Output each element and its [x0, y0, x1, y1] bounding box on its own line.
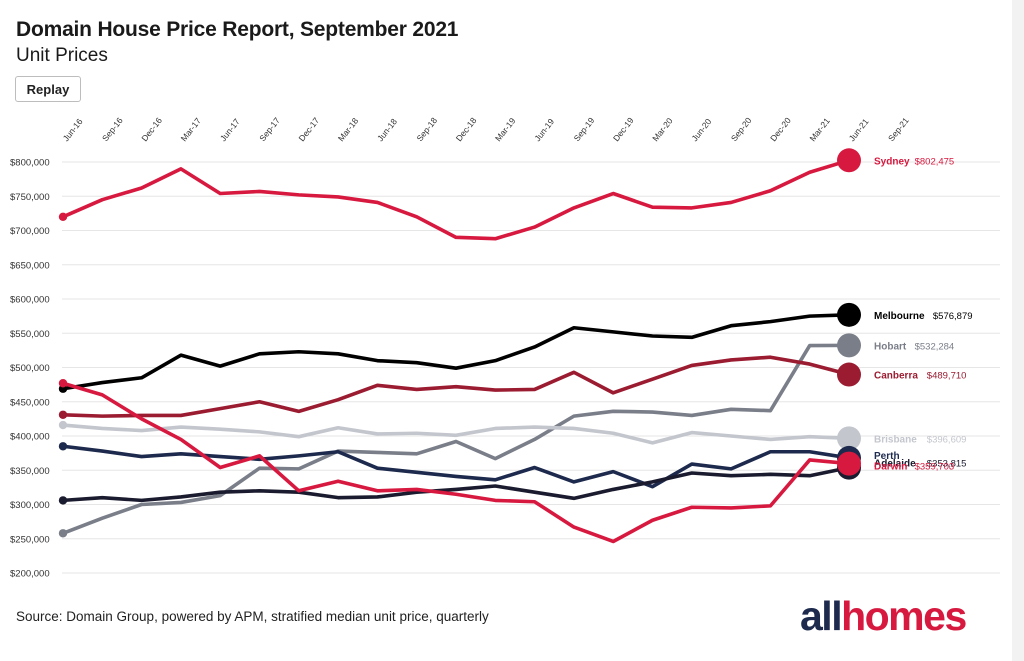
- series-end-name-hobart: Hobart: [874, 341, 907, 352]
- x-tick-label: Jun-16: [61, 116, 85, 143]
- line-chart: $200,000 $250,000 $300,000 $350,000 $400,000…: [10, 115, 1000, 580]
- x-tick-label: Mar-21: [807, 116, 832, 144]
- x-tick-label: Mar-18: [336, 116, 361, 144]
- series-end-value-adelaide: $353,815: [927, 459, 967, 470]
- x-tick-label: Dec-20: [768, 115, 793, 143]
- series-line-hobart: [61, 343, 851, 536]
- series-end-marker-canberra: [837, 362, 861, 387]
- y-tick-label: $400,000: [10, 432, 50, 443]
- series-end-value-melbourne: $576,879: [933, 311, 973, 322]
- series-start-point-sydney: [58, 212, 68, 221]
- series-start-point-adelaide: [58, 496, 68, 505]
- series-start-point-hobart: [58, 529, 68, 538]
- x-tick-label: Sep-18: [414, 115, 439, 143]
- x-tick-label: Mar-20: [650, 116, 675, 144]
- x-tick-label: Dec-18: [454, 115, 479, 143]
- x-tick-label: Sep-19: [572, 115, 597, 143]
- series-end-name-melbourne: Melbourne: [874, 311, 925, 322]
- series-line-melbourne: [61, 313, 851, 391]
- series-end-marker-melbourne: [837, 302, 861, 327]
- series-start-point-canberra: [58, 410, 68, 419]
- y-tick-label: $200,000: [10, 569, 50, 580]
- y-tick-label: $700,000: [10, 226, 50, 237]
- x-tick-label: Sep-16: [100, 115, 125, 143]
- y-tick-label: $800,000: [10, 158, 50, 169]
- series-line-perth: [61, 444, 851, 489]
- y-tick-label: $750,000: [10, 192, 50, 203]
- series-end-name-perth: Perth: [874, 451, 900, 462]
- x-tick-label: Dec-16: [139, 115, 164, 143]
- y-tick-label: $450,000: [10, 397, 50, 408]
- series-line-canberra: [61, 355, 851, 418]
- series-end-marker-darwin: [837, 451, 861, 476]
- series-end-name-adelaide: Adelaide: [874, 459, 916, 470]
- series-end-value-canberra: $489,710: [927, 371, 967, 382]
- series-line-darwin: [61, 381, 851, 544]
- series-line-brisbane: [61, 423, 851, 445]
- x-tick-label: Dec-19: [611, 115, 636, 143]
- y-tick-label: $550,000: [10, 329, 50, 340]
- x-tick-label: Jun-20: [689, 116, 713, 143]
- x-tick-label: Mar-17: [179, 116, 204, 144]
- series-end-value-brisbane: $396,609: [927, 434, 967, 445]
- series-start-point-perth: [58, 442, 68, 451]
- replay-button[interactable]: Replay: [15, 76, 81, 102]
- logo-homes-text: homes: [841, 593, 967, 639]
- x-tick-label: Dec-17: [296, 115, 321, 143]
- y-tick-label: $650,000: [10, 260, 50, 271]
- series-line-adelaide: [61, 465, 851, 503]
- x-tick-label: Sep-21: [886, 115, 911, 143]
- series-end-value-darwin: $359,703: [915, 462, 955, 473]
- y-tick-label: $250,000: [10, 534, 50, 545]
- x-tick-label: Mar-19: [493, 116, 518, 144]
- series-end-value-hobart: $532,284: [915, 341, 955, 352]
- series-end-value-sydney: $802,475: [915, 156, 955, 167]
- series-end-name-brisbane: Brisbane: [874, 434, 917, 445]
- x-tick-label: Jun-19: [532, 116, 556, 143]
- series-start-point-brisbane: [58, 420, 68, 430]
- series-end-marker-brisbane: [837, 426, 861, 451]
- x-tick-label: Jun-17: [218, 116, 242, 143]
- y-tick-label: $500,000: [10, 363, 50, 374]
- chart-subtitle: Unit Prices: [16, 45, 108, 66]
- x-tick-label: Jun-21: [847, 116, 871, 143]
- y-tick-label: $600,000: [10, 295, 50, 306]
- allhomes-logo: allhomes: [800, 593, 967, 639]
- series-end-name-canberra: Canberra: [874, 371, 918, 382]
- series-line-sydney: [61, 158, 851, 241]
- y-tick-label: $350,000: [10, 466, 50, 477]
- x-tick-label: Sep-17: [257, 115, 282, 143]
- source-note: Source: Domain Group, powered by APM, st…: [16, 609, 489, 624]
- series-end-marker-sydney: [837, 148, 861, 173]
- scrollbar-track[interactable]: [1012, 0, 1024, 661]
- series-start-point-darwin: [58, 379, 68, 388]
- series-end-name-darwin: Darwin: [874, 462, 907, 473]
- logo-all-text: all: [800, 593, 843, 639]
- x-tick-label: Sep-20: [729, 115, 754, 143]
- y-tick-label: $300,000: [10, 500, 50, 511]
- series-end-marker-hobart: [837, 333, 861, 358]
- chart-title: Domain House Price Report, September 202…: [16, 18, 459, 41]
- series-end-name-sydney: Sydney: [874, 156, 910, 167]
- x-tick-label: Jun-18: [375, 116, 399, 143]
